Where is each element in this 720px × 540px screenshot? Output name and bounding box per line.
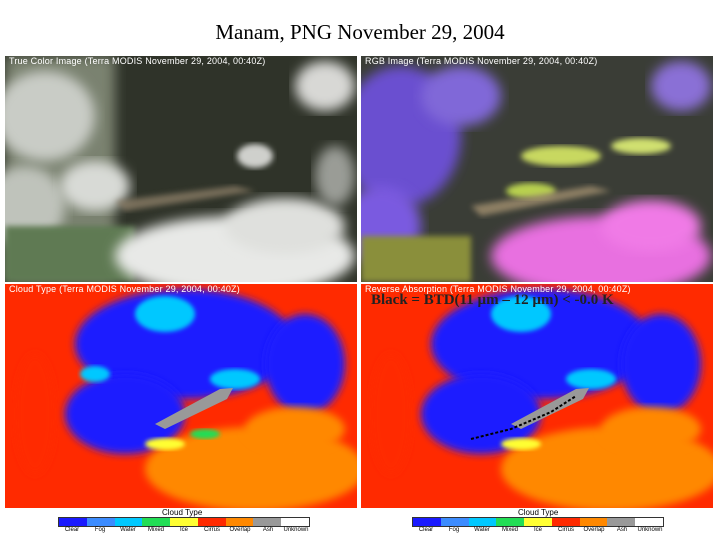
legend-color-bar (412, 517, 664, 527)
rgb-image-caption: RGB Image (Terra MODIS November 29, 2004… (365, 56, 598, 66)
btd-overlay-note: Black = BTD(11 µm – 12 µm) < -0.0 K (371, 292, 614, 308)
legend-label: Overlap (583, 527, 605, 533)
legend-swatch (281, 518, 310, 526)
legend-swatch (225, 518, 254, 526)
legend-swatch (551, 518, 580, 526)
legend-label: Clear (64, 527, 80, 533)
legend-swatch (607, 518, 636, 526)
legend-swatch (142, 518, 171, 526)
legend-label: Fog (94, 527, 106, 533)
legend-color-bar (58, 517, 310, 527)
legend-swatch (635, 518, 664, 526)
true-color-image-caption: True Color Image (Terra MODIS November 2… (9, 56, 266, 66)
reverse-absorption-image (361, 284, 713, 508)
rgb-satellite-image (361, 56, 713, 282)
legend-swatch (524, 518, 552, 526)
legend-swatch (114, 518, 143, 526)
legend-label: Ash (262, 527, 274, 533)
page-title: Manam, PNG November 29, 2004 (215, 20, 505, 44)
true-color-image-panel: True Color Image (Terra MODIS November 2… (5, 56, 357, 282)
legend-swatch (496, 518, 525, 526)
legend-title: Cloud Type (162, 508, 203, 517)
legend-swatch (59, 518, 87, 526)
legend-swatch (170, 518, 198, 526)
legend-label: Water (120, 527, 136, 533)
legend-label: Ice (179, 527, 188, 533)
cloud-type-caption: Cloud Type (Terra MODIS November 29, 200… (9, 284, 240, 294)
legend-title: Cloud Type (518, 508, 559, 517)
legend-label: Overlap (229, 527, 251, 533)
reverse-absorption-caption: Reverse Absorption (Terra MODIS November… (365, 284, 631, 294)
legend-swatch (253, 518, 282, 526)
legend-label: Mixed (147, 527, 164, 533)
legend-label: Unknown (283, 527, 309, 533)
legend-label: Cirrus (204, 527, 220, 533)
legend-labels: Clear Fog Water Mixed Ice Cirrus Overlap Ash Unk… (412, 527, 664, 533)
legend-label: Fog (448, 527, 460, 533)
reverse-absorption-panel: Reverse Absorption (Terra MODIS November… (361, 284, 713, 508)
legend-swatch (197, 518, 226, 526)
cloud-type-panel: Cloud Type (Terra MODIS November 29, 200… (5, 284, 357, 508)
legend-swatch (86, 518, 115, 526)
legend-label: Mixed (501, 527, 518, 533)
legend-swatch (413, 518, 441, 526)
legend-label: Water (474, 527, 490, 533)
legend-label: Clear (418, 527, 434, 533)
legend-swatch (579, 518, 608, 526)
legend-swatch (468, 518, 497, 526)
legend-label: Ice (533, 527, 542, 533)
legend-label: Unknown (637, 527, 663, 533)
cloud-type-classification-image (5, 284, 357, 508)
legend-label: Ash (616, 527, 628, 533)
rgb-image-panel: RGB Image (Terra MODIS November 29, 2004… (361, 56, 713, 282)
legend-swatch (440, 518, 469, 526)
true-color-satellite-image (5, 56, 357, 282)
legend-label: Cirrus (558, 527, 574, 533)
legend-labels: Clear Fog Water Mixed Ice Cirrus Overlap Ash Unk… (58, 527, 310, 533)
